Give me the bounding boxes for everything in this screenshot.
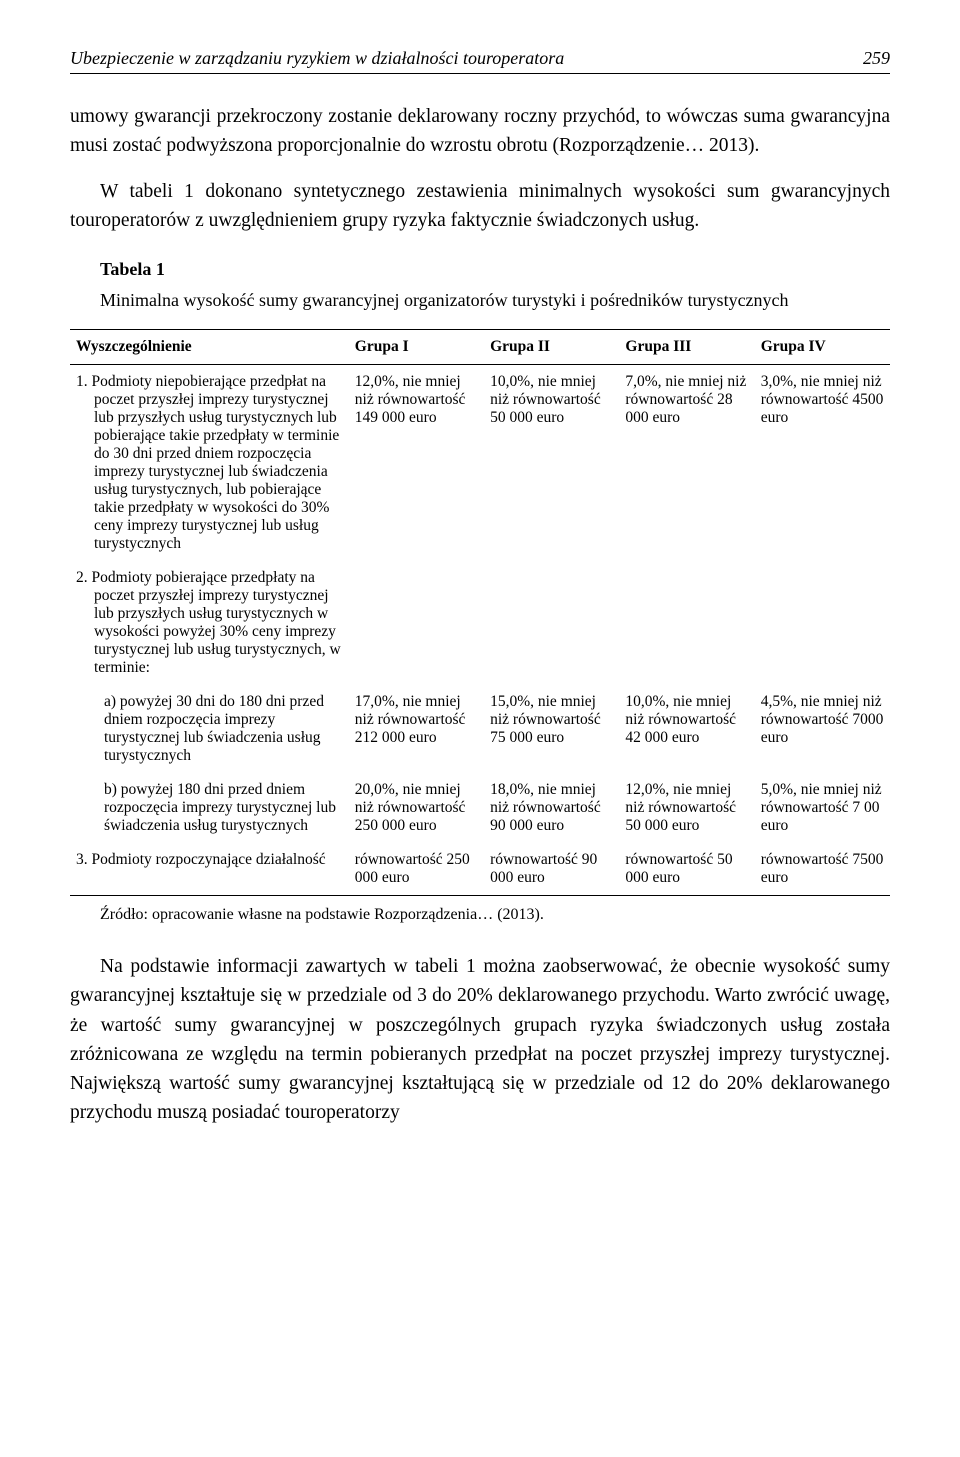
cell-value: równowartość 90 000 euro <box>484 843 619 896</box>
cell-value: równowartość 7500 euro <box>755 843 890 896</box>
table-header-row: Wyszczególnienie Grupa I Grupa II Grupa … <box>70 330 890 365</box>
cell-value: 20,0%, nie mniej niż równowartość 250 00… <box>349 773 484 843</box>
table-source: Źródło: opracowanie własne na podstawie … <box>70 906 890 924</box>
cell-desc: 3. Podmioty rozpoczynające działalność <box>70 843 349 896</box>
cell-desc: b) powyżej 180 dni przed dniem rozpoczęc… <box>70 773 349 843</box>
cell-value: równowartość 50 000 euro <box>619 843 754 896</box>
running-header: Ubezpieczenie w zarządzaniu ryzykiem w d… <box>70 48 890 74</box>
cell-value: 18,0%, nie mniej niż równowartość 90 000… <box>484 773 619 843</box>
table-label: Tabela 1 <box>70 259 890 280</box>
cell-value: 7,0%, nie mniej niż równowartość 28 000 … <box>619 365 754 562</box>
col-header: Wyszczególnienie <box>70 330 349 365</box>
cell-value: równowartość 250 000 euro <box>349 843 484 896</box>
paragraph-3: Na podstawie informacji zawartych w tabe… <box>70 952 890 1128</box>
cell-value <box>349 561 484 685</box>
cell-value: 10,0%, nie mniej niż równowartość 42 000… <box>619 685 754 773</box>
col-header: Grupa I <box>349 330 484 365</box>
cell-value: 12,0%, nie mniej niż równowartość 149 00… <box>349 365 484 562</box>
cell-desc: a) powyżej 30 dni do 180 dni przed dniem… <box>70 685 349 773</box>
paragraph-2: W tabeli 1 dokonano syntetycznego zestaw… <box>70 177 890 236</box>
table-row: 3. Podmioty rozpoczynające działalność r… <box>70 843 890 896</box>
cell-value: 4,5%, nie mniej niż równowartość 7000 eu… <box>755 685 890 773</box>
table-row: b) powyżej 180 dni przed dniem rozpoczęc… <box>70 773 890 843</box>
cell-value <box>619 561 754 685</box>
table-caption: Minimalna wysokość sumy gwarancyjnej org… <box>70 290 890 311</box>
data-table: Wyszczególnienie Grupa I Grupa II Grupa … <box>70 329 890 896</box>
table-row: a) powyżej 30 dni do 180 dni przed dniem… <box>70 685 890 773</box>
cell-value: 3,0%, nie mniej niż równowartość 4500 eu… <box>755 365 890 562</box>
cell-value: 17,0%, nie mniej niż równowartość 212 00… <box>349 685 484 773</box>
cell-value: 12,0%, nie mniej niż równowartość 50 000… <box>619 773 754 843</box>
cell-value: 10,0%, nie mniej niż równowartość 50 000… <box>484 365 619 562</box>
cell-value: 5,0%, nie mniej niż równowartość 7 00 eu… <box>755 773 890 843</box>
table-row: 1. Podmioty niepobierające przedpłat na … <box>70 365 890 562</box>
header-page-number: 259 <box>863 48 890 69</box>
cell-desc: 1. Podmioty niepobierające przedpłat na … <box>70 365 349 562</box>
header-title: Ubezpieczenie w zarządzaniu ryzykiem w d… <box>70 48 564 69</box>
document-page: Ubezpieczenie w zarządzaniu ryzykiem w d… <box>0 0 960 1192</box>
cell-value <box>484 561 619 685</box>
cell-desc: 2. Podmioty pobierające przedpłaty na po… <box>70 561 349 685</box>
cell-value <box>755 561 890 685</box>
col-header: Grupa III <box>619 330 754 365</box>
col-header: Grupa IV <box>755 330 890 365</box>
cell-value: 15,0%, nie mniej niż równowartość 75 000… <box>484 685 619 773</box>
table-row: 2. Podmioty pobierające przedpłaty na po… <box>70 561 890 685</box>
col-header: Grupa II <box>484 330 619 365</box>
paragraph-1: umowy gwarancji przekroczony zostanie de… <box>70 102 890 161</box>
